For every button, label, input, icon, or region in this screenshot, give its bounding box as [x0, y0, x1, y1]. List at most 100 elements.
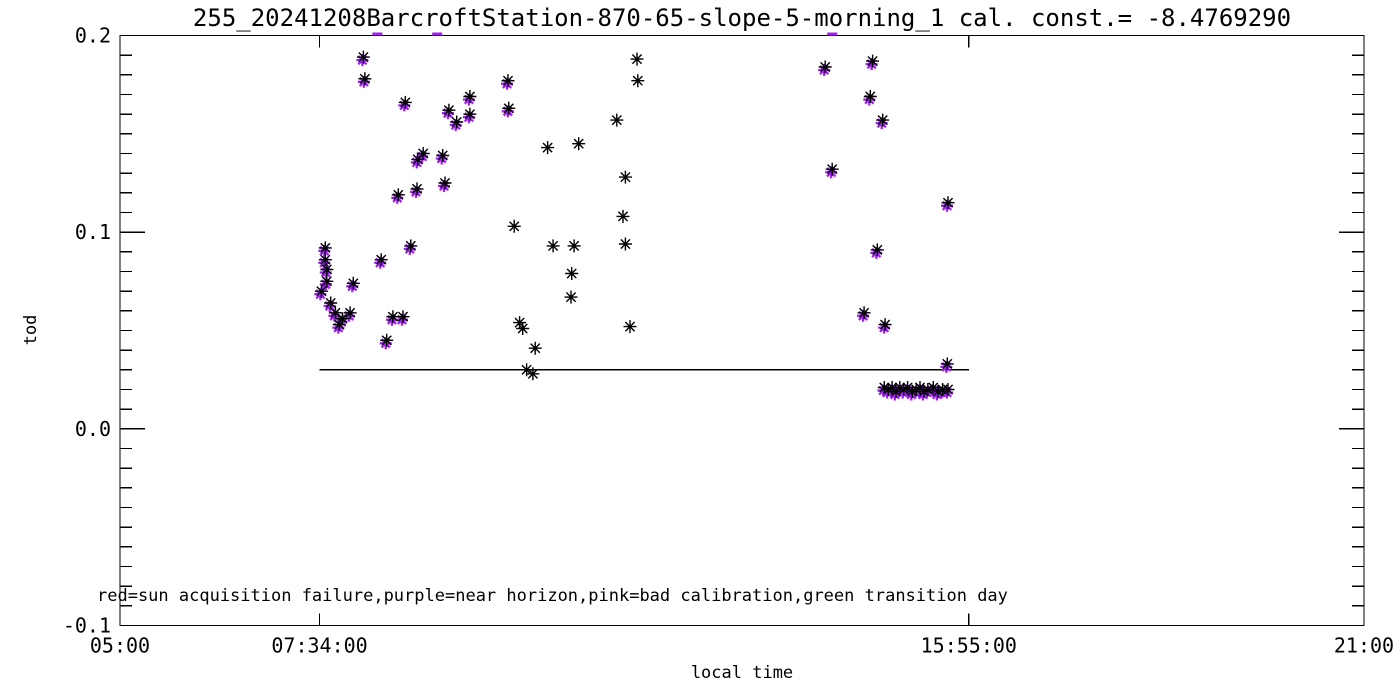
data-point-purple-asterisk: [396, 313, 408, 326]
data-point-purple-asterisk: [916, 388, 929, 401]
data-point-purple-asterisk: [391, 191, 404, 204]
data-point-black-asterisk: [343, 306, 357, 320]
data-point-black-asterisk: [358, 72, 372, 86]
data-point-purple-asterisk: [462, 93, 475, 106]
data-point-purple-asterisk: [877, 384, 890, 397]
data-point-black-asterisk: [396, 310, 410, 324]
data-point-black-asterisk: [410, 182, 424, 196]
data-point-purple-asterisk: [825, 166, 838, 179]
data-point-black-asterisk: [516, 322, 530, 335]
data-point-black-asterisk: [546, 239, 560, 253]
data-point-purple-asterisk: [865, 58, 878, 71]
plot-border: [119, 34, 1365, 627]
data-point-black-asterisk: [314, 284, 328, 298]
data-point-purple-asterisk: [318, 244, 331, 257]
data-point-purple-asterisk: [403, 242, 416, 255]
data-point-purple-asterisk: [909, 386, 922, 399]
y-tick-label: 0.0: [75, 417, 111, 441]
data-point-purple-asterisk: [438, 180, 450, 192]
data-point-black-asterisk: [318, 253, 332, 267]
data-point-purple-asterisk: [870, 246, 883, 259]
data-point-purple-asterisk: [410, 185, 422, 198]
data-point-purple-asterisk: [398, 99, 411, 112]
data-point-black-asterisk: [941, 196, 955, 210]
data-point-purple-asterisk: [357, 75, 370, 88]
data-point-black-asterisk: [610, 113, 624, 127]
data-point-black-asterisk: [825, 162, 839, 176]
data-point-black-asterisk: [463, 107, 477, 121]
x-axis-title: local time: [691, 663, 793, 683]
data-point-purple-asterisk: [356, 54, 369, 67]
data-point-purple-asterisk: [449, 119, 462, 131]
data-point-black-asterisk: [513, 316, 527, 330]
data-point-purple-asterisk: [896, 386, 909, 399]
tick-labels: 0.2 0.1 0.0 -0.105:00 07:34:00 15:55:00 21:00: [63, 24, 1394, 658]
data-point-black-asterisk: [318, 241, 332, 255]
data-point-purple-asterisk: [857, 309, 870, 322]
data-point-purple-asterisk: [385, 313, 398, 326]
data-point-black-asterisk: [630, 52, 644, 66]
y-tick-label: 0.1: [75, 220, 111, 244]
data-point-black-asterisk: [398, 95, 412, 109]
data-point-black-asterisk: [324, 296, 338, 310]
data-point-black-asterisk: [438, 176, 452, 190]
data-point-black-asterisk: [878, 318, 892, 332]
data-point-black-asterisk: [380, 333, 394, 347]
data-point-black-asterisk: [501, 74, 515, 88]
data-point-black-asterisk: [404, 239, 418, 253]
data-point-purple-asterisk: [930, 388, 943, 401]
data-point-black-asterisk: [526, 367, 540, 381]
data-point-black-asterisk: [320, 263, 334, 276]
data-point-purple-asterisk: [941, 199, 953, 212]
data-point-purple-asterisk: [818, 64, 831, 76]
data-point-black-asterisk: [411, 152, 425, 166]
data-point-purple-asterisk: [878, 321, 891, 334]
data-point-purple-asterisk: [374, 256, 387, 269]
data-point-purple-asterisk: [319, 266, 332, 279]
y-tick-label: -0.1: [63, 614, 111, 638]
x-tick-label: 15:55:00: [921, 634, 1017, 658]
data-point-black-asterisk: [857, 306, 871, 320]
data-point-purple-asterisk: [881, 386, 894, 399]
data-point-black-asterisk: [881, 383, 895, 396]
data-point-purple-asterisk: [323, 300, 336, 312]
data-point-black-asterisk: [905, 385, 919, 398]
data-point-black-asterisk: [328, 306, 342, 320]
data-point-black-asterisk: [391, 188, 405, 202]
data-point-purple-asterisk: [416, 150, 429, 163]
series-black-tod: [314, 50, 955, 398]
data-point-purple-asterisk: [892, 384, 905, 397]
y-axis-title: tod: [21, 315, 41, 346]
data-point-purple-asterisk: [875, 117, 888, 130]
data-point-purple-asterisk: [346, 280, 359, 293]
axes-frame: [119, 34, 1365, 627]
data-point-purple-asterisk: [900, 384, 913, 397]
data-point-black-asterisk: [528, 341, 542, 355]
data-point-purple-asterisk: [905, 388, 918, 401]
data-point-black-asterisk: [909, 383, 923, 396]
data-point-black-asterisk: [866, 54, 880, 68]
data-point-black-asterisk: [356, 50, 370, 64]
data-point-black-asterisk: [320, 274, 334, 288]
data-point-purple-asterisk: [926, 384, 939, 397]
x-tick-label: 21:00: [1334, 634, 1394, 658]
data-point-black-asterisk: [877, 381, 891, 394]
data-point-black-asterisk: [386, 310, 400, 324]
data-point-black-asterisk: [941, 383, 955, 396]
data-point-purple-asterisk: [319, 278, 332, 291]
data-point-purple-asterisk: [343, 309, 356, 322]
data-point-purple-asterisk: [318, 256, 331, 269]
data-point-black-asterisk: [463, 90, 477, 103]
data-point-black-asterisk: [863, 90, 877, 103]
data-point-black-asterisk: [565, 267, 579, 280]
data-point-black-asterisk: [335, 312, 349, 326]
data-point-black-asterisk: [502, 101, 516, 115]
data-point-black-asterisk: [893, 381, 907, 394]
data-point-purple-asterisk: [920, 386, 933, 399]
data-point-purple-asterisk: [410, 156, 423, 169]
data-point-purple-asterisk: [501, 105, 514, 118]
data-point-black-asterisk: [436, 149, 450, 162]
data-point-black-asterisk: [346, 276, 360, 290]
